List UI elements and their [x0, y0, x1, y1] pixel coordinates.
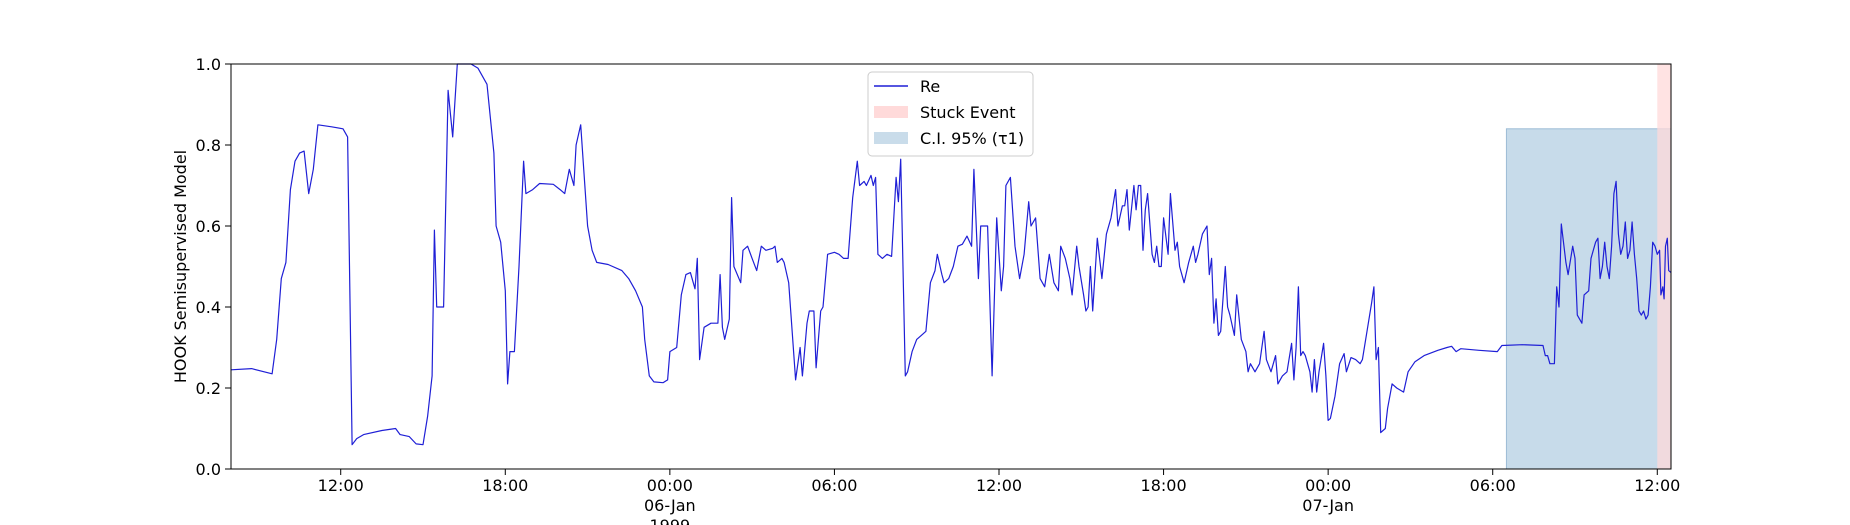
- y-tick-label: 0.2: [196, 379, 221, 398]
- y-tick-label: 0.0: [196, 460, 221, 479]
- x-axis: 12:0018:0000:0006-Jan199906:0012:0018:00…: [318, 469, 1680, 525]
- y-tick-label: 0.8: [196, 136, 221, 155]
- x-tick-label: 06:00: [1470, 476, 1516, 495]
- legend-box: [867, 71, 1034, 157]
- legend: Re Stuck Event C.I. 95% (τ1): [867, 71, 1034, 157]
- series-layer: [230, 63, 1672, 446]
- ci-95-span: [1505, 128, 1672, 470]
- x-tick-label: 00:00: [1305, 476, 1351, 495]
- y-tick-label: 1.0: [196, 55, 221, 74]
- y-axis: 0.0 0.2 0.4 0.6 0.8 1.0: [196, 55, 231, 479]
- x-tick-label: 12:00: [976, 476, 1022, 495]
- legend-swatch-patch: [874, 106, 908, 118]
- stuck-event-span: [1657, 64, 1671, 469]
- x-tick-label: 06:00: [811, 476, 857, 495]
- plot-frame: [230, 63, 1672, 470]
- y-tick-label: 0.4: [196, 298, 221, 317]
- legend-entry-label: Stuck Event: [920, 103, 1016, 122]
- y-tick-label: 0.6: [196, 217, 221, 236]
- shaded-spans: [1505, 64, 1672, 470]
- legend-swatch-patch: [874, 132, 908, 144]
- x-tick-label: 12:00: [1634, 476, 1680, 495]
- x-tick-date-label: 06-Jan: [644, 496, 696, 515]
- x-tick-date-label: 07-Jan: [1302, 496, 1354, 515]
- series-line-re: [230, 63, 1672, 446]
- y-axis-label: HOOK Semisupervised Model: [171, 150, 190, 383]
- legend-entry-label: Re: [920, 77, 940, 96]
- x-tick-label: 12:00: [318, 476, 364, 495]
- legend-entry-label: C.I. 95% (τ1): [920, 129, 1024, 148]
- x-tick-year-label: 1999: [649, 516, 690, 525]
- x-tick-label: 18:00: [482, 476, 528, 495]
- x-tick-label: 18:00: [1141, 476, 1187, 495]
- x-tick-label: 00:00: [647, 476, 693, 495]
